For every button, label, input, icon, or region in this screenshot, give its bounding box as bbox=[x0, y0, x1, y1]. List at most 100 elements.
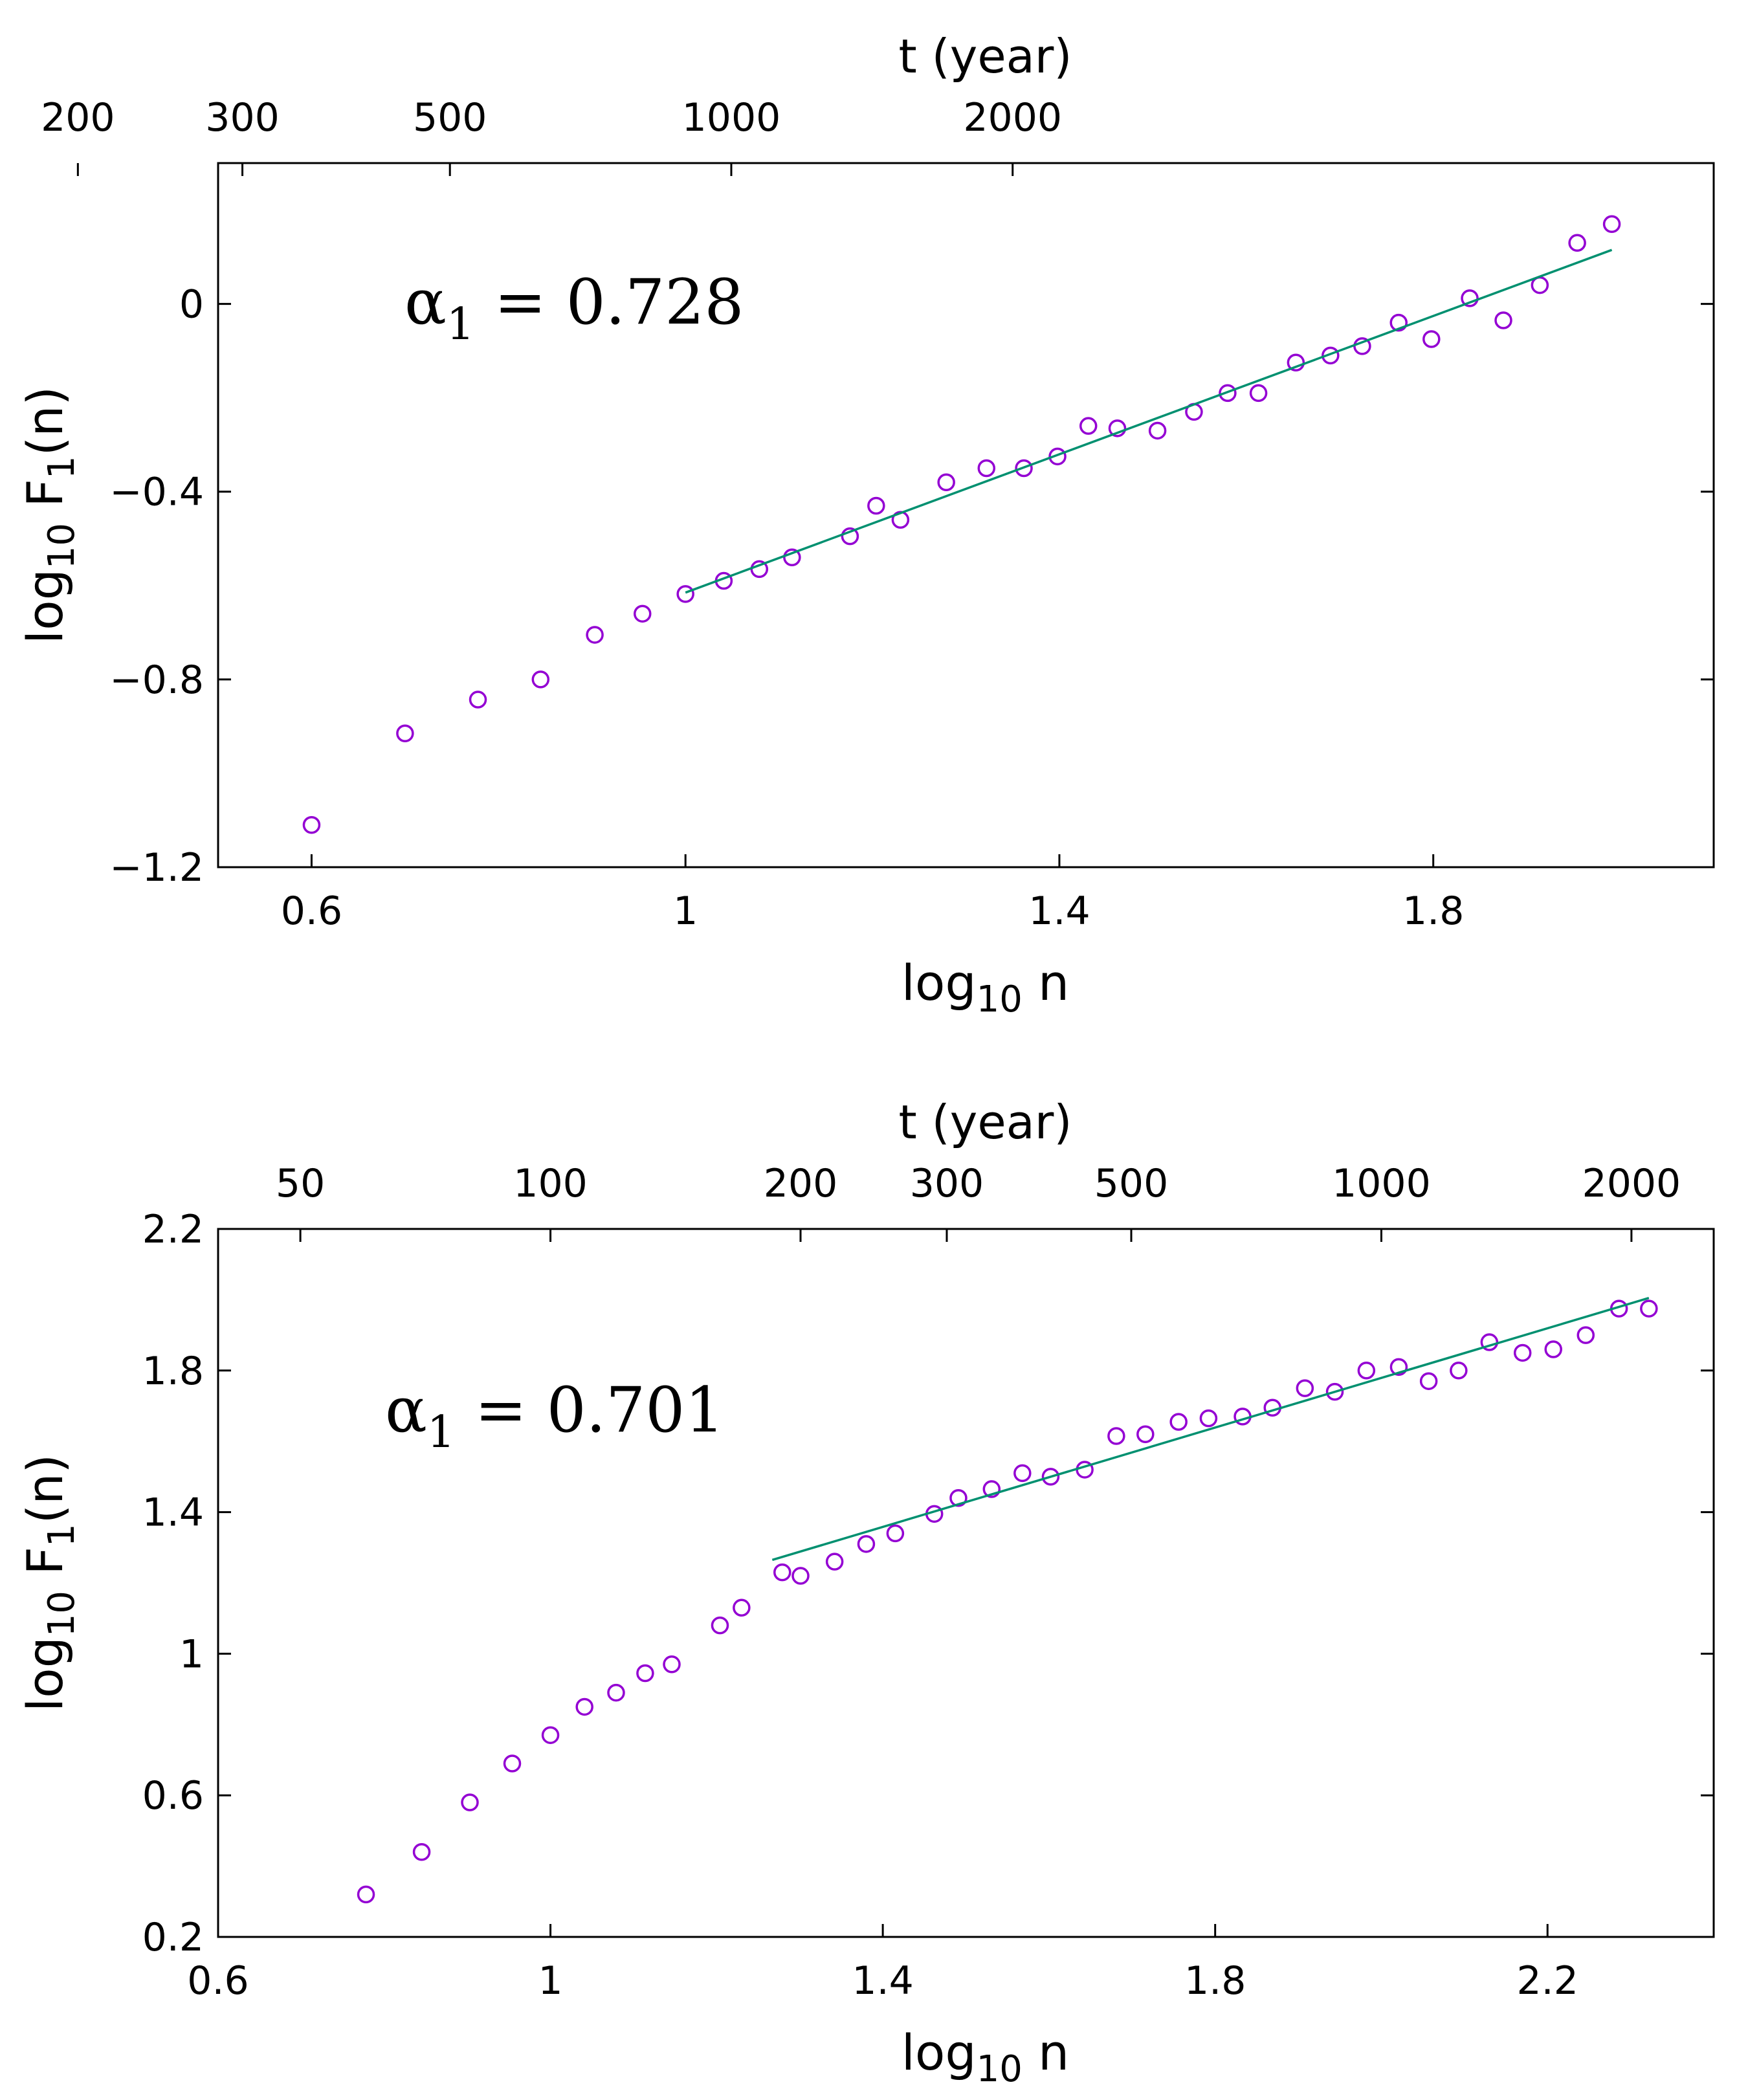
data-point bbox=[302, 815, 321, 834]
data-point bbox=[825, 1553, 844, 1571]
data-point bbox=[841, 527, 859, 546]
data-point bbox=[1148, 421, 1167, 440]
data-point bbox=[1419, 1372, 1438, 1390]
data-point bbox=[607, 1683, 625, 1702]
top-tick-label: 1000 bbox=[1332, 1161, 1431, 1206]
data-point bbox=[1015, 459, 1033, 478]
data-point bbox=[791, 1567, 810, 1585]
data-point bbox=[1041, 1468, 1060, 1486]
y-tick-label: 2.2 bbox=[142, 1207, 204, 1252]
data-point bbox=[982, 1480, 1001, 1498]
data-point bbox=[1450, 1362, 1468, 1380]
data-point bbox=[1494, 311, 1512, 329]
data-point bbox=[396, 724, 414, 743]
data-point bbox=[937, 473, 955, 491]
data-point bbox=[503, 1754, 522, 1773]
data-point bbox=[357, 1885, 375, 1904]
data-point bbox=[1108, 419, 1127, 437]
data-point bbox=[636, 1664, 654, 1683]
top-tick-label: 2000 bbox=[963, 95, 1062, 140]
data-point bbox=[1199, 1409, 1218, 1428]
y-axis-label-end: (n) bbox=[16, 386, 74, 456]
data-point bbox=[1013, 1464, 1032, 1483]
x-axis-label: log10 n bbox=[902, 954, 1069, 1021]
y-tick-label: −1.2 bbox=[109, 845, 204, 890]
data-point bbox=[575, 1697, 593, 1716]
x-axis-label-rest: n bbox=[1023, 2024, 1069, 2081]
alpha-subscript: 1 bbox=[447, 299, 474, 350]
data-point bbox=[633, 604, 652, 623]
data-point bbox=[676, 585, 694, 603]
y-tick-label: 1 bbox=[179, 1631, 204, 1677]
plot-frame bbox=[217, 162, 1715, 868]
x-axis-label-rest: n bbox=[1023, 954, 1069, 1011]
chart-panel-2: 0.6 1 1.4 1.8 2.2 50 100 200 300 500 1000 2000 2.2 1.… bbox=[16, 1095, 1715, 2090]
data-point bbox=[1322, 346, 1340, 365]
top-axis-label: t (year) bbox=[899, 1095, 1072, 1149]
x-tick-label: 1.8 bbox=[1402, 889, 1464, 934]
top-tick-label: 1000 bbox=[682, 95, 781, 140]
data-point bbox=[1544, 1340, 1562, 1358]
data-point bbox=[531, 670, 550, 689]
data-point bbox=[412, 1842, 431, 1861]
data-point bbox=[1389, 1358, 1408, 1376]
y-axis-label-F: F bbox=[16, 479, 74, 523]
plot-frame bbox=[217, 1228, 1715, 1938]
data-point bbox=[773, 1563, 791, 1582]
x-tick-label: 1.4 bbox=[1028, 889, 1090, 934]
x-tick-label: 0.6 bbox=[187, 1958, 249, 2004]
x-tick-label: 1 bbox=[673, 889, 698, 934]
data-point bbox=[977, 459, 996, 478]
y-tick-label: 0.6 bbox=[142, 1773, 204, 1818]
data-point bbox=[1249, 384, 1268, 403]
top-tick-label: 300 bbox=[205, 95, 280, 140]
alpha-annotation: α1 = 0.728 bbox=[404, 266, 744, 350]
data-point bbox=[541, 1726, 560, 1744]
data-point bbox=[1079, 417, 1098, 435]
top-tick-label: 200 bbox=[764, 1161, 838, 1206]
y-tick-label: 1.8 bbox=[142, 1349, 204, 1394]
x-axis-label-subscript: 10 bbox=[977, 2048, 1023, 2090]
y-tick-label: 0 bbox=[179, 282, 204, 327]
y-axis-label-subscript: 10 bbox=[41, 523, 83, 569]
data-point bbox=[1513, 1343, 1532, 1362]
x-axis-label: log10 n bbox=[902, 2024, 1069, 2090]
data-point bbox=[1602, 215, 1621, 234]
x-axis-label-subscript: 10 bbox=[977, 978, 1023, 1021]
x-tick-label: 2.2 bbox=[1517, 1958, 1578, 2004]
x-tick-label: 1.8 bbox=[1184, 1958, 1246, 2004]
data-point bbox=[1422, 330, 1441, 348]
y-axis-label-subscript: 10 bbox=[41, 1591, 83, 1637]
y-tick-label: 0.2 bbox=[142, 1915, 204, 1960]
chart-panel-1: 0.611.41.8100200300500100020000−0.4−0.8−… bbox=[16, 29, 1715, 1021]
data-point bbox=[1389, 313, 1408, 332]
data-point bbox=[1169, 1413, 1188, 1431]
data-point bbox=[469, 691, 487, 709]
top-tick-label: 2000 bbox=[1582, 1161, 1681, 1206]
data-point bbox=[1136, 1425, 1155, 1444]
data-point bbox=[711, 1616, 729, 1635]
y-axis-label: log10 F1(n) bbox=[16, 1454, 83, 1712]
y-axis-label-end: (n) bbox=[16, 1454, 74, 1523]
y-tick-label: 1.4 bbox=[142, 1490, 204, 1536]
data-point bbox=[1577, 1326, 1595, 1344]
data-point bbox=[1219, 384, 1237, 403]
y-axis-label-F: F bbox=[16, 1547, 74, 1591]
y-axis-label: log10 F1(n) bbox=[16, 386, 83, 644]
data-point bbox=[1357, 1362, 1376, 1380]
data-point bbox=[1461, 289, 1479, 307]
data-point bbox=[1048, 447, 1067, 466]
fit-line bbox=[685, 249, 1613, 594]
top-tick-label: 100 bbox=[513, 1161, 588, 1206]
data-point bbox=[663, 1655, 681, 1674]
top-tick-label: 200 bbox=[41, 95, 115, 140]
x-tick-label: 1 bbox=[538, 1958, 562, 2004]
data-point bbox=[857, 1535, 876, 1553]
alpha-subscript: 1 bbox=[427, 1407, 455, 1458]
y-tick-label: −0.4 bbox=[109, 470, 204, 515]
alpha-value: = 0.701 bbox=[455, 1374, 724, 1446]
alpha-value: = 0.728 bbox=[474, 266, 744, 338]
data-point bbox=[733, 1598, 751, 1617]
top-tick-label: 500 bbox=[413, 95, 487, 140]
x-tick-label: 0.6 bbox=[281, 889, 342, 934]
